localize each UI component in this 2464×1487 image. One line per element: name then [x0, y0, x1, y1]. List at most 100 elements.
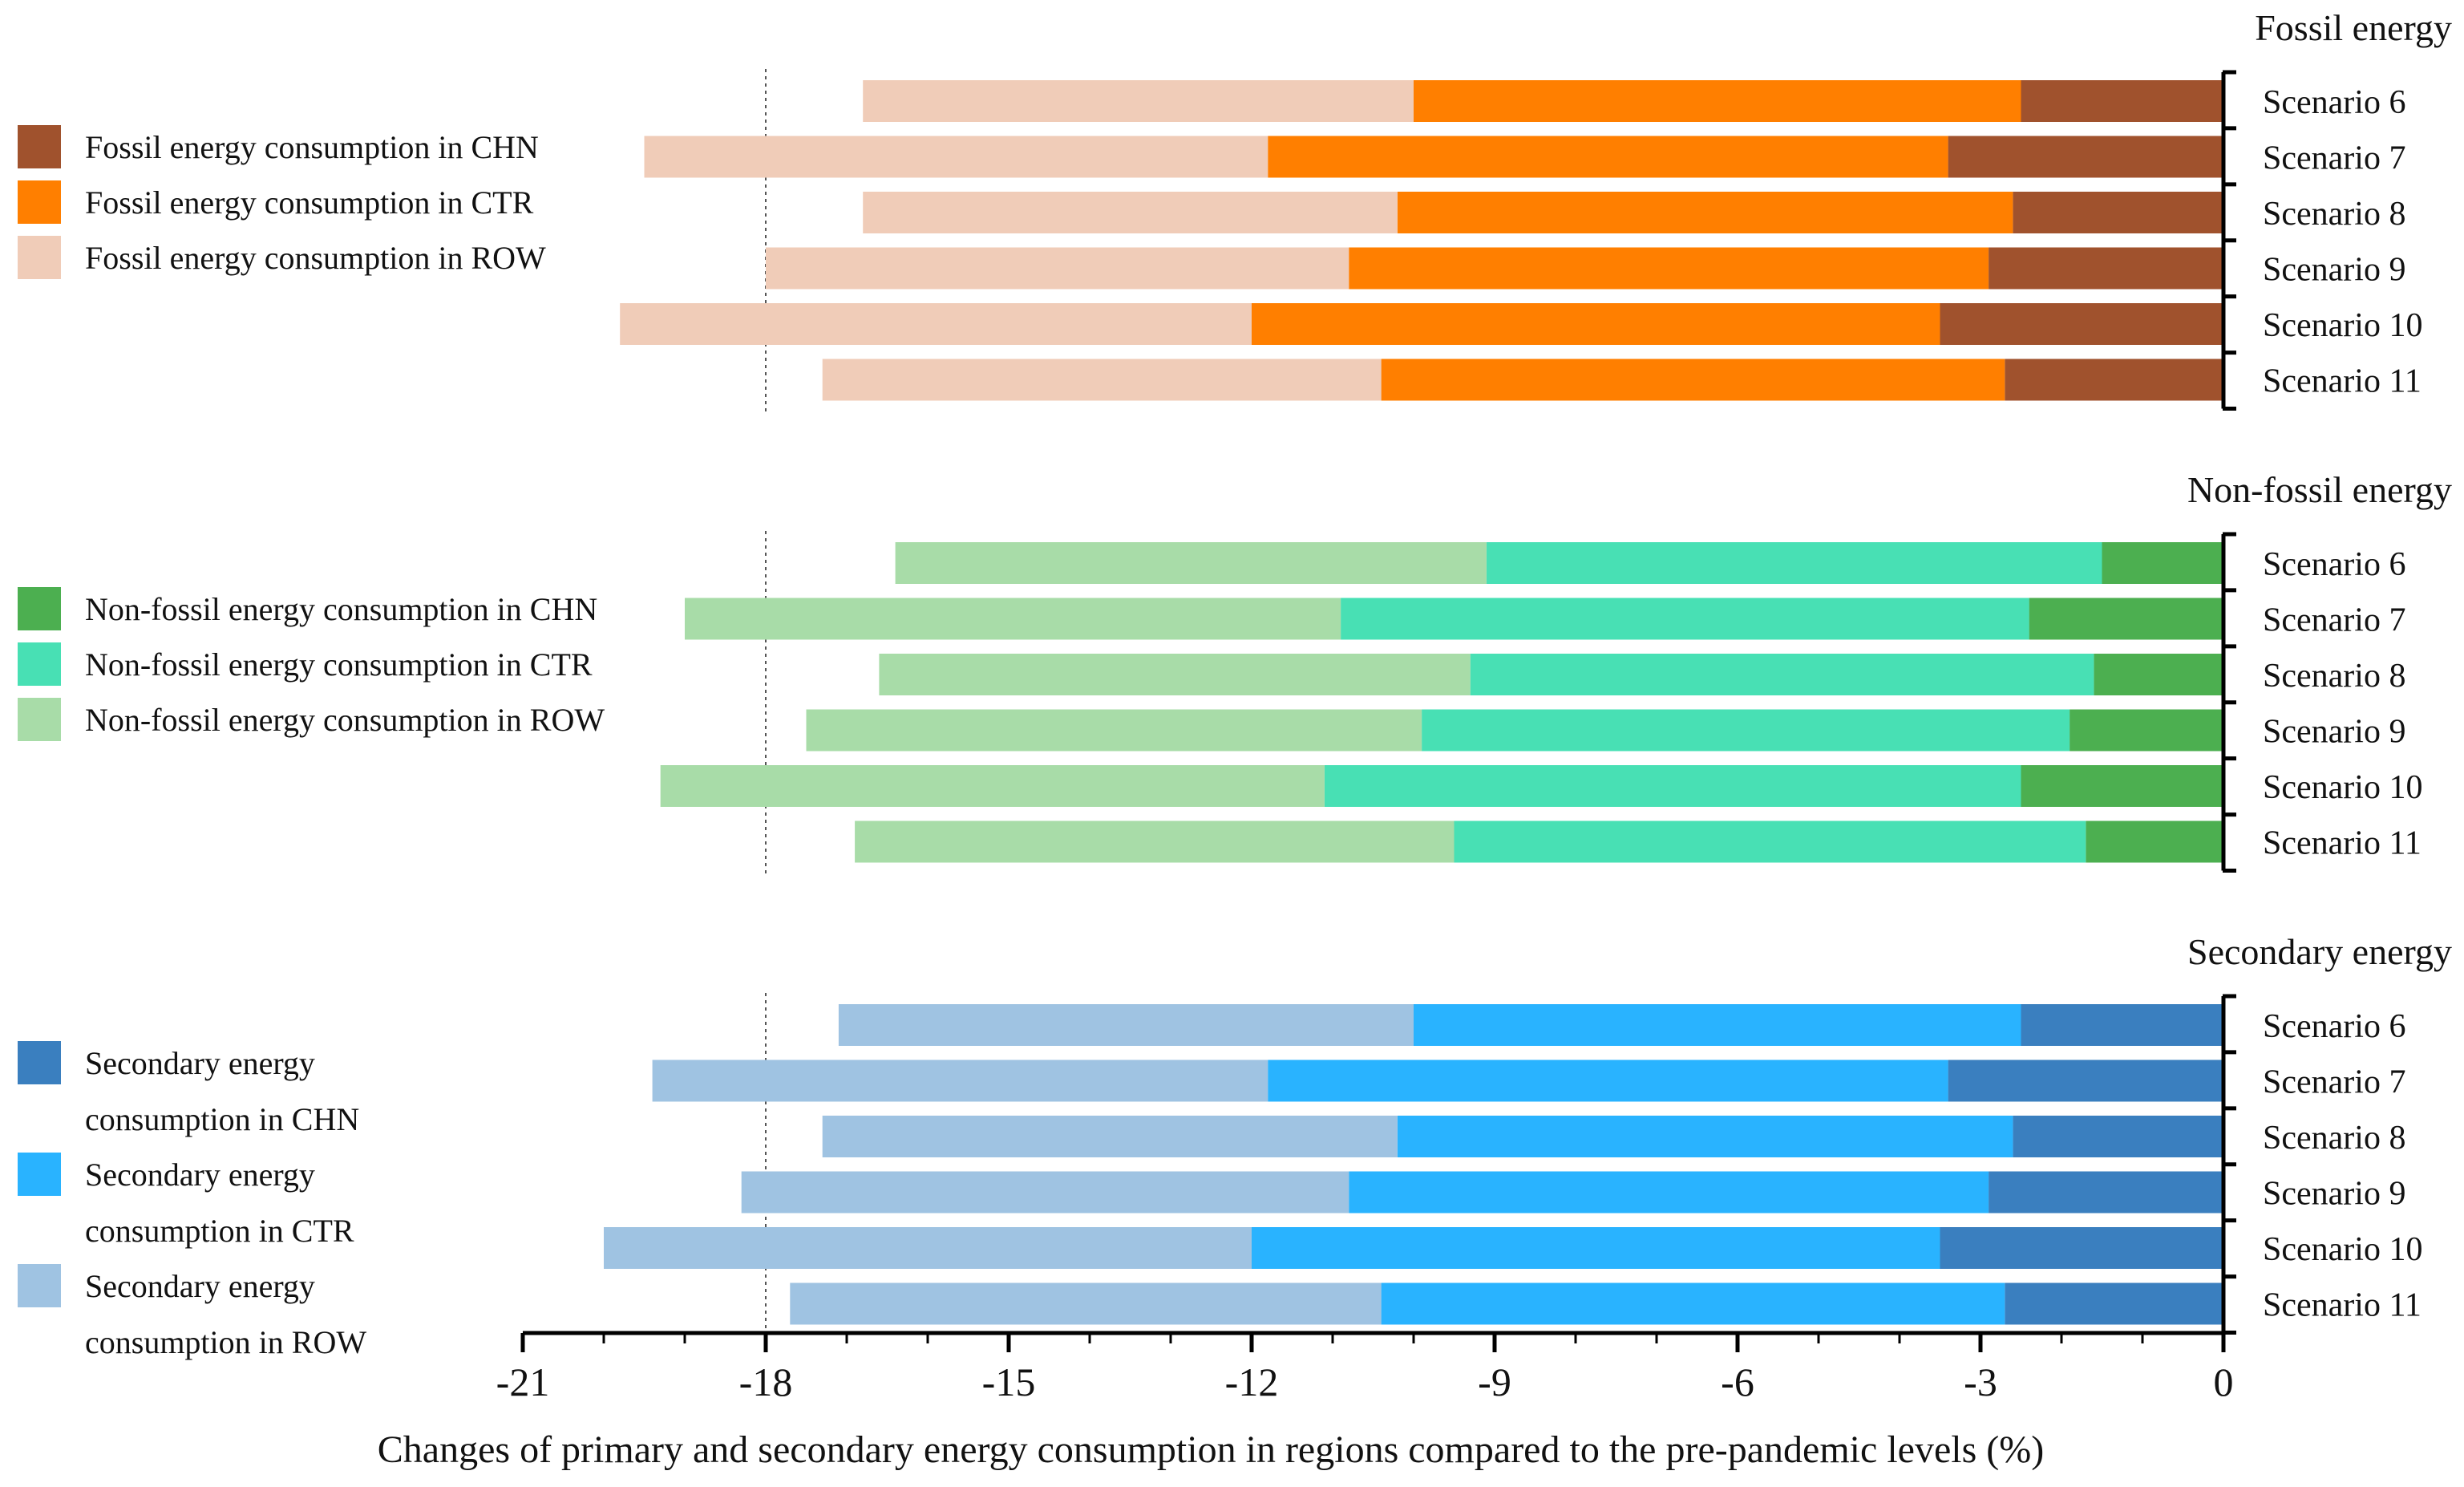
category-label: Scenario 11: [2263, 1287, 2422, 1324]
legend-label: Secondary energy: [85, 1045, 315, 1081]
legend-swatch: [18, 1264, 61, 1307]
bar-row: [855, 820, 1455, 863]
bar-chn: [2021, 80, 2223, 122]
bar-row: [620, 303, 1252, 345]
bar-ctr: [1414, 80, 2021, 122]
bar-ctr: [1268, 136, 1948, 178]
x-tick-label: -12: [1225, 1359, 1279, 1404]
category-label: Scenario 8: [2263, 196, 2405, 233]
bar-chn: [1948, 136, 2223, 178]
x-axis-title: Changes of primary and secondary energy …: [378, 1428, 2044, 1471]
bar-row: [766, 247, 1349, 290]
bar-ctr: [1486, 542, 2102, 584]
bar-row: [604, 1227, 1252, 1269]
bar-chn: [2070, 709, 2223, 752]
bar-chn: [1989, 247, 2223, 290]
bar-row: [879, 654, 1471, 695]
legend-label: Fossil energy consumption in CTR: [85, 184, 534, 221]
bar-row: [652, 1060, 1268, 1102]
category-label: Scenario 7: [2263, 140, 2405, 177]
bar-chn: [2005, 1282, 2223, 1325]
legend-label: consumption in ROW: [85, 1324, 366, 1360]
bar-row: [863, 192, 1398, 233]
bar-row: [838, 1004, 1414, 1046]
bar-ctr: [1397, 192, 2013, 233]
legend-label: Secondary energy: [85, 1157, 315, 1193]
bar-ctr: [1422, 709, 2070, 752]
bar-ctr: [1397, 1116, 2013, 1157]
category-label: Scenario 10: [2263, 769, 2422, 806]
legend-swatch: [18, 1153, 61, 1196]
category-label: Scenario 9: [2263, 1176, 2405, 1213]
legend-swatch: [18, 698, 61, 741]
bar-ctr: [1349, 1171, 1989, 1214]
legend-swatch: [18, 236, 61, 279]
legend-swatch: [18, 642, 61, 686]
panel-title: Fossil energy: [2255, 7, 2452, 48]
bar-row: [806, 709, 1422, 752]
bar-row: [863, 80, 1414, 122]
x-tick-label: -15: [982, 1359, 1036, 1404]
bar-ctr: [1470, 654, 2094, 695]
bar-ctr: [1381, 359, 2005, 401]
legend-swatch: [18, 125, 61, 168]
bar-row: [660, 765, 1325, 807]
category-label: Scenario 6: [2263, 84, 2405, 121]
bar-ctr: [1252, 303, 1940, 345]
bar-row: [790, 1282, 1382, 1325]
legend-label: Non-fossil energy consumption in CTR: [85, 646, 593, 683]
bar-row: [822, 1116, 1398, 1157]
bar-chn: [2094, 654, 2223, 695]
category-label: Scenario 9: [2263, 714, 2405, 751]
bar-chn: [2021, 1004, 2223, 1046]
x-tick-label: -21: [496, 1359, 550, 1404]
bar-chn: [2005, 359, 2223, 401]
bar-chn: [2021, 765, 2223, 807]
panel-0: Fossil energy Scenario 6 Scenario 7 Scenari…: [18, 7, 2452, 412]
legend-label: consumption in CTR: [85, 1213, 354, 1249]
x-tick-label: -18: [739, 1359, 793, 1404]
bar-chn: [2102, 542, 2223, 584]
bar-chn: [1989, 1171, 2223, 1214]
category-label: Scenario 6: [2263, 1008, 2405, 1045]
category-label: Scenario 8: [2263, 658, 2405, 695]
category-label: Scenario 9: [2263, 252, 2405, 289]
bar-chn: [2013, 192, 2223, 233]
bar-ctr: [1341, 598, 2029, 640]
bar-row: [895, 542, 1487, 584]
legend-label: Non-fossil energy consumption in ROW: [85, 702, 605, 738]
panel-2: Secondary energy Scenario 6 Scenario 7 Scen…: [18, 931, 2452, 1360]
bar-ctr: [1414, 1004, 2021, 1046]
panel-title: Secondary energy: [2187, 931, 2452, 972]
x-tick-label: -9: [1478, 1359, 1511, 1404]
bar-ctr: [1381, 1282, 2005, 1325]
bar-ctr: [1324, 765, 2021, 807]
x-tick-label: -6: [1721, 1359, 1754, 1404]
legend-label: Secondary energy: [85, 1268, 315, 1304]
panel-title: Non-fossil energy: [2187, 469, 2452, 510]
legend-swatch: [18, 180, 61, 224]
category-label: Scenario 6: [2263, 546, 2405, 583]
legend-swatch: [18, 1041, 61, 1084]
category-label: Scenario 11: [2263, 825, 2422, 862]
category-label: Scenario 7: [2263, 1064, 2405, 1101]
legend-label: Fossil energy consumption in CHN: [85, 129, 539, 165]
x-axis: -21 -18 -15 -12 -9 -6 -3 0 Changes of primary an…: [378, 1331, 2234, 1471]
legend-label: consumption in CHN: [85, 1101, 359, 1137]
bar-row: [741, 1171, 1349, 1214]
x-tick-label: 0: [2214, 1359, 2234, 1404]
legend-swatch: [18, 587, 61, 630]
bar-row: [685, 598, 1341, 640]
bar-chn: [1948, 1060, 2223, 1102]
bar-row: [644, 136, 1268, 178]
legend-label: Non-fossil energy consumption in CHN: [85, 591, 597, 627]
category-label: Scenario 8: [2263, 1120, 2405, 1157]
bar-chn: [1940, 303, 2223, 345]
bar-ctr: [1349, 247, 1989, 290]
bar-ctr: [1454, 820, 2086, 863]
category-label: Scenario 7: [2263, 602, 2405, 639]
bar-chn: [2013, 1116, 2223, 1157]
bar-chn: [1940, 1227, 2223, 1269]
bar-ctr: [1252, 1227, 1940, 1269]
